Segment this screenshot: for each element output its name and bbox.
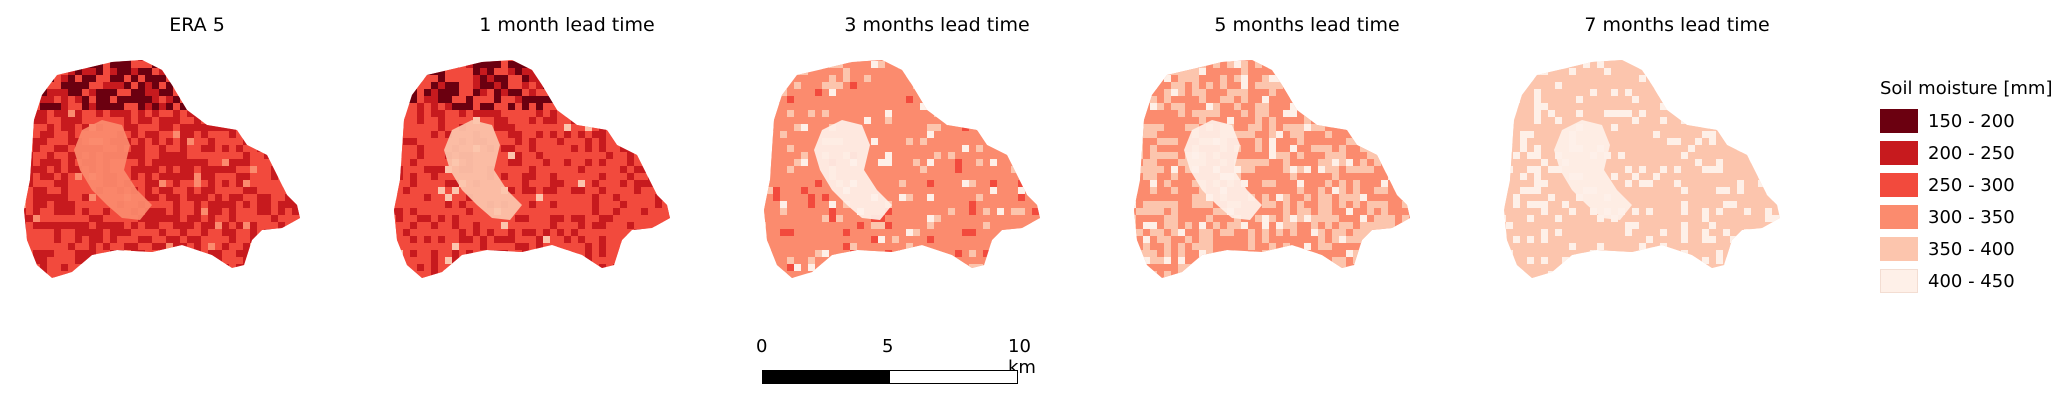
legend-item: 300 - 350 bbox=[1880, 201, 2060, 233]
scale-segment-white bbox=[890, 371, 1017, 383]
legend-item: 150 - 200 bbox=[1880, 105, 2060, 137]
legend-swatch bbox=[1880, 269, 1918, 293]
legend-label: 200 - 250 bbox=[1928, 142, 2015, 164]
legend-item: 350 - 400 bbox=[1880, 233, 2060, 265]
legend-label: 400 - 450 bbox=[1928, 270, 2015, 292]
scale-tick-0: 0 bbox=[756, 336, 768, 357]
panel-title: 3 months lead time bbox=[844, 14, 1030, 36]
map-panel: 3 months lead time bbox=[752, 0, 1122, 330]
panel-title: 1 month lead time bbox=[479, 14, 655, 36]
soil-moisture-map bbox=[1134, 60, 1410, 278]
map-panel: 7 months lead time bbox=[1492, 0, 1862, 330]
soil-moisture-map bbox=[24, 60, 300, 278]
map-panel: ERA 5 bbox=[12, 0, 382, 330]
panel-title: ERA 5 bbox=[169, 14, 225, 36]
legend-label: 300 - 350 bbox=[1928, 206, 2015, 228]
legend-swatch bbox=[1880, 173, 1918, 197]
legend-item: 200 - 250 bbox=[1880, 137, 2060, 169]
map-legend: Soil moisture [mm] 150 - 200 200 - 250 250… bbox=[1880, 78, 2060, 297]
legend-title: Soil moisture [mm] bbox=[1880, 78, 2053, 99]
legend-swatch bbox=[1880, 109, 1918, 133]
legend-label: 350 - 400 bbox=[1928, 238, 2015, 260]
panel-title: 5 months lead time bbox=[1214, 14, 1400, 36]
legend-item: 400 - 450 bbox=[1880, 265, 2060, 297]
soil-moisture-map bbox=[1504, 60, 1780, 278]
legend-label: 250 - 300 bbox=[1928, 174, 2015, 196]
scale-bar-graphic bbox=[762, 370, 1018, 384]
legend-label: 150 - 200 bbox=[1928, 110, 2015, 132]
legend-swatch bbox=[1880, 237, 1918, 261]
scale-segment-black bbox=[763, 371, 890, 383]
map-panel: 1 month lead time bbox=[382, 0, 752, 330]
soil-moisture-map bbox=[394, 60, 670, 278]
legend-swatch bbox=[1880, 205, 1918, 229]
scale-bar: 0 5 10 km bbox=[750, 330, 1050, 390]
scale-tick-5: 5 bbox=[882, 336, 894, 357]
legend-item: 250 - 300 bbox=[1880, 169, 2060, 201]
legend-swatch bbox=[1880, 141, 1918, 165]
map-panel: 5 months lead time bbox=[1122, 0, 1492, 330]
panel-title: 7 months lead time bbox=[1584, 14, 1770, 36]
soil-moisture-map bbox=[764, 60, 1040, 278]
